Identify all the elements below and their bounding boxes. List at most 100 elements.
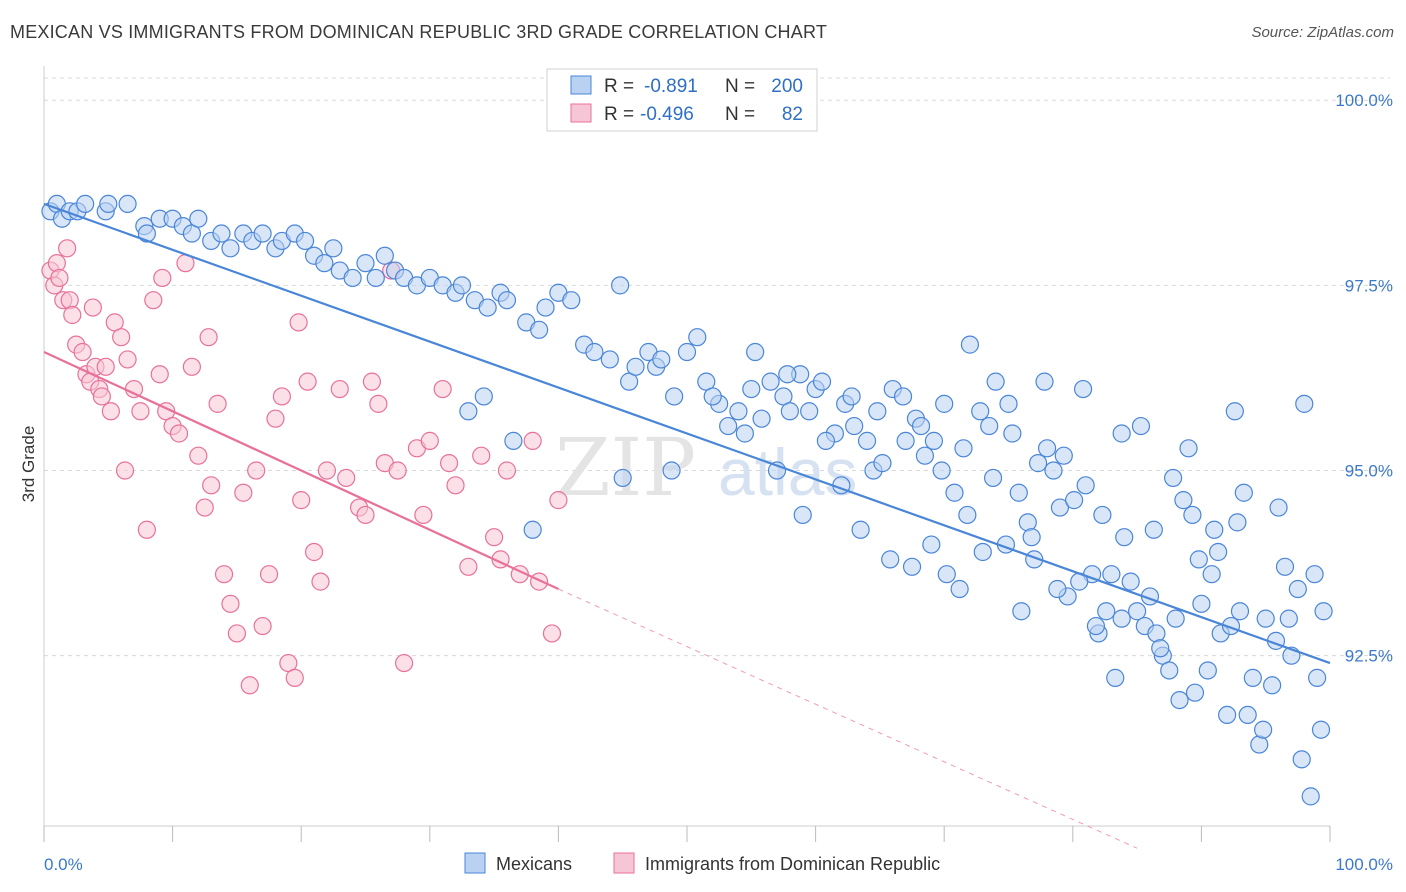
mexican-point [1035,372,1054,391]
mexican-point [1164,468,1183,488]
dominican-point [523,431,542,450]
mexican-point [924,431,944,450]
legend-r-label-2: R = [604,104,634,125]
dominican-point [485,528,504,547]
mexican-point [662,461,681,480]
mexican-point [780,402,799,421]
mexican-point [459,402,478,421]
mexican-point [497,291,517,310]
dominican-point [388,461,407,480]
dominican-point [202,476,221,495]
mexican-point [1183,505,1202,525]
mexican-point [1037,439,1057,458]
mexican-point [937,565,956,584]
legend-box: R = -0.891 N = 200 R = -0.496 N = 82 [546,68,818,132]
dominican-point [214,565,234,584]
dominican-point [195,498,214,517]
legend-swatch-blue [570,75,592,95]
mexican-point [1256,609,1275,628]
mexican-point [295,231,315,251]
mexican-point [729,402,748,421]
mexican-point [1054,446,1073,465]
mexican-point [896,431,915,450]
mexican-point [585,342,604,362]
mexican-point [922,535,941,554]
mexican-point [1147,624,1166,643]
mexican-point [1064,491,1084,510]
mexican-point [1012,602,1031,621]
dominican-point [285,668,304,687]
dominican-point [497,461,517,480]
mexican-point [189,209,208,228]
dominican-point [356,505,375,525]
mexican-point [1295,394,1314,413]
mexican-point [1269,498,1288,517]
dominican-point [137,520,156,539]
mexican-point [212,224,231,243]
dominican-point [542,624,562,643]
mexican-point [1292,750,1311,769]
mexican-point [356,254,375,273]
mexican-point [761,372,780,391]
trend-lines [43,202,1331,849]
dominican-point [92,387,111,406]
legend-r-label-1: R = [604,76,634,97]
mexican-point [1209,542,1228,562]
mexican-point [752,409,771,428]
dominican-point [247,461,266,480]
mexican-point [665,387,684,406]
dominican-point [234,483,253,502]
dominican-point [362,372,382,391]
dominican-point [337,468,356,488]
dominican-point [115,461,135,480]
dominican-point [50,268,69,288]
dominican-point [459,557,478,576]
mexican-point [1003,424,1022,443]
dominican-point [208,394,227,413]
mexican-point [935,394,954,413]
dominican-point [83,298,102,317]
mexican-point [735,424,754,443]
mexican-point [1228,513,1247,532]
legend-n-label-1: N = [725,76,755,97]
mexican-point [1179,439,1198,458]
dominican-point [259,565,279,584]
mexican-point [375,246,394,265]
mexican-point [893,387,913,406]
dominican-point [369,394,388,413]
dominican-point [101,402,120,421]
dominican-point [227,624,246,643]
mexican-point [1112,609,1131,628]
mexican-point [1238,705,1257,725]
dominican-point [289,313,308,332]
mexican-point [1106,668,1125,687]
dominican-point [47,254,66,273]
y-tick-labels: 92.5% 95.0% 97.5% 100.0% [1335,91,1393,665]
dominican-point [73,342,92,362]
mexican-point [1022,528,1041,547]
mexican-point [611,276,630,295]
mexican-point [118,194,137,214]
mexican-point [1314,602,1333,621]
dominican-point [144,291,163,310]
dominican-point [433,379,452,399]
dominican-point [118,350,137,369]
mexican-point [1243,668,1262,687]
dominican-point [112,328,131,347]
mexican-point [973,542,992,562]
mexican-point [562,291,581,310]
source-label: Source: ZipAtlas.com [1251,24,1394,41]
mexican-point [857,431,877,450]
mexican-point [1160,661,1179,680]
y-tick-label: 97.5% [1345,276,1393,295]
legend-swatch-pink [570,103,592,123]
series-dominican-points [41,239,568,695]
mexican-point [1121,572,1140,591]
x-tick-label: 100.0% [1335,855,1393,874]
mexican-point [911,416,931,436]
mexican-point [954,439,973,458]
mexican-point [366,268,385,288]
mexican-point [851,520,870,539]
dominican-point [60,291,79,310]
